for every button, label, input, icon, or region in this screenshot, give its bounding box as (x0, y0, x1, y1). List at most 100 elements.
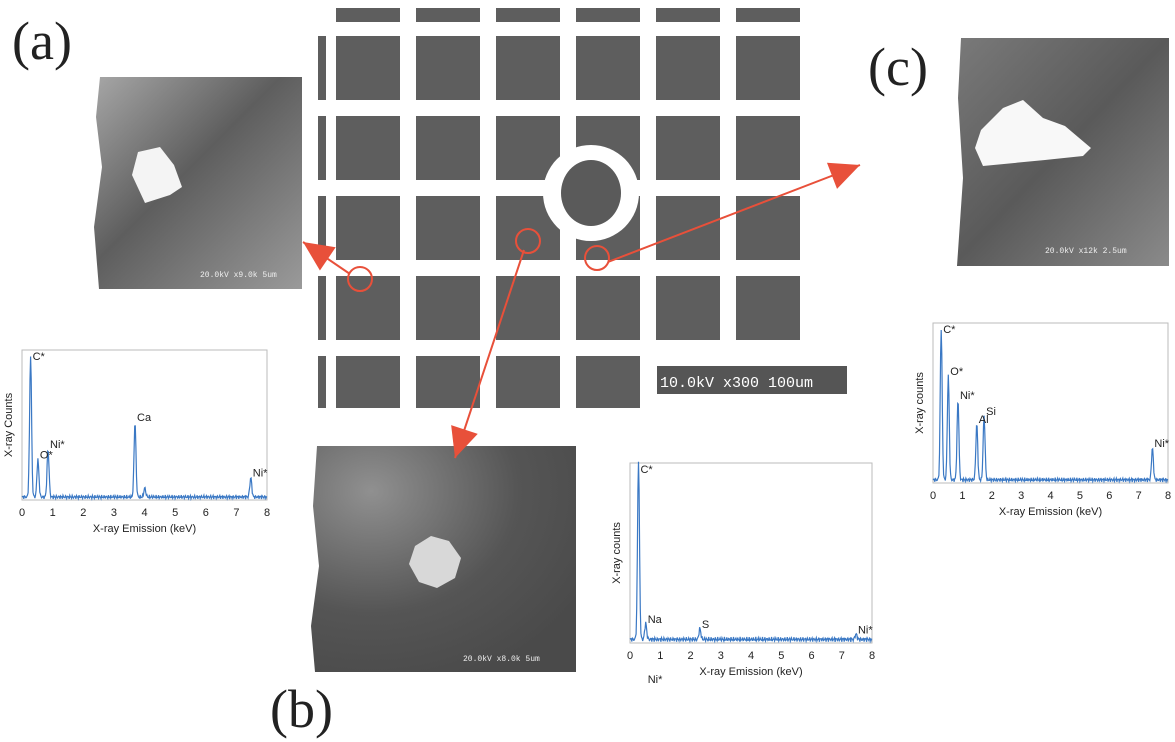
x-tick-label: 8 (869, 650, 875, 662)
grid-square (576, 36, 640, 100)
sem-image-b: 20.0kV x8.0k 5um (303, 446, 576, 672)
x-tick-label: 1 (959, 490, 965, 502)
y-axis-label: X-ray counts (611, 522, 623, 584)
x-tick-label: 1 (50, 507, 56, 519)
x-tick-label: 6 (808, 650, 814, 662)
grid-square (318, 36, 326, 100)
x-tick-label: 7 (1136, 490, 1142, 502)
x-tick-label: 4 (748, 650, 754, 662)
grid-square (416, 8, 480, 22)
peak-label: O* (40, 450, 54, 462)
particle-b (409, 536, 461, 588)
x-axis-label: X-ray Emission (keV) (999, 506, 1102, 518)
grid-square (336, 356, 400, 408)
grid-square (416, 276, 480, 340)
x-tick-label: 3 (718, 650, 724, 662)
grid-square (736, 196, 800, 260)
grid-square (656, 116, 720, 180)
x-tick-label: 8 (1165, 490, 1171, 502)
peak-label: C* (640, 464, 653, 476)
peak-label: Ni* (648, 674, 663, 686)
x-tick-label: 2 (989, 490, 995, 502)
x-tick-label: 6 (1106, 490, 1112, 502)
spectrum-trace (21, 356, 268, 502)
grid-square (318, 356, 326, 408)
peak-label: Ni* (960, 390, 975, 402)
plot-frame (932, 322, 1169, 484)
peak-label: Ni* (1154, 438, 1169, 450)
plot-frame (629, 462, 873, 644)
x-tick-label: 8 (264, 507, 270, 519)
grid-square (576, 356, 640, 408)
grid-square (576, 8, 640, 22)
grid-square (496, 36, 560, 100)
grid-square (656, 276, 720, 340)
grid-square (318, 196, 326, 260)
spectrum-trace (932, 329, 1169, 484)
y-axis-label: X-ray counts (914, 372, 926, 434)
grid-sem-image: 10.0kV x300 100um (318, 8, 850, 408)
grid-scale-bar: 10.0kV x300 100um (660, 375, 813, 392)
sem-c-scale-bar: 20.0kV x12k 2.5um (1045, 247, 1127, 256)
x-tick-label: 2 (80, 507, 86, 519)
grid-square (496, 276, 560, 340)
x-tick-label: 0 (930, 490, 936, 502)
spectrum-a: 0 1 2 3 4 5 6 7 8 X-ray Emission (keV) X-ray Count… (0, 342, 280, 552)
grid-square (496, 8, 560, 22)
grid-square (336, 116, 400, 180)
panel-label-b: (b) (270, 679, 333, 739)
grid-square (656, 8, 720, 22)
panel-label-c: (c) (868, 37, 928, 97)
x-tick-label: 0 (627, 650, 633, 662)
x-axis-label: X-ray Emission (keV) (93, 523, 196, 535)
x-tick-label: 4 (141, 507, 147, 519)
sem-image-a: 20.0kV x9.0k 5um (90, 77, 302, 289)
grid-square (416, 196, 480, 260)
peak-label: Ni* (858, 625, 873, 637)
peak-label: Ni* (253, 468, 268, 480)
sem-a-scale-bar: 20.0kV x9.0k 5um (200, 271, 277, 280)
grid-square (336, 276, 400, 340)
grid-square (416, 36, 480, 100)
x-tick-label: 5 (172, 507, 178, 519)
grid-square (736, 276, 800, 340)
sem-b-scale-bar: 20.0kV x8.0k 5um (463, 655, 540, 664)
grid-square (736, 116, 800, 180)
x-tick-label: 4 (1047, 490, 1053, 502)
spectrum-trace (629, 461, 873, 644)
particle-a (132, 147, 182, 203)
peak-label: C* (943, 324, 956, 336)
grid-square (416, 356, 480, 408)
grid-square (416, 116, 480, 180)
x-tick-label: 3 (111, 507, 117, 519)
x-tick-label: 0 (19, 507, 25, 519)
peak-label: Si (986, 406, 996, 418)
plot-frame (21, 349, 268, 501)
spectrum-b: 0 1 2 3 4 5 6 7 8 X-ray Emission (keV) X-ray count… (605, 455, 880, 695)
y-axis-label: X-ray Counts (3, 392, 15, 457)
peak-label: S (702, 619, 709, 631)
peak-label: Al (979, 414, 989, 426)
x-tick-label: 1 (657, 650, 663, 662)
grid-square (656, 36, 720, 100)
sem-image-c: 20.0kV x12k 2.5um (953, 38, 1169, 266)
grid-square (656, 196, 720, 260)
grid-square (576, 276, 640, 340)
x-tick-label: 5 (778, 650, 784, 662)
x-tick-label: 2 (687, 650, 693, 662)
grid-square (736, 36, 800, 100)
peak-label: O* (950, 366, 964, 378)
peak-label: Ni* (50, 439, 65, 451)
peak-label: Ca (137, 412, 152, 424)
particle-c (975, 100, 1091, 166)
x-axis-label: X-ray Emission (keV) (699, 666, 802, 678)
grid-square (318, 276, 326, 340)
x-tick-label: 3 (1018, 490, 1024, 502)
grid-square (336, 36, 400, 100)
grid-square (496, 356, 560, 408)
tem-grid-figure: 10.0kV x300 100um (318, 8, 850, 408)
grid-square (318, 116, 326, 180)
x-tick-label: 5 (1077, 490, 1083, 502)
x-tick-label: 7 (839, 650, 845, 662)
peak-label: Na (648, 614, 663, 626)
